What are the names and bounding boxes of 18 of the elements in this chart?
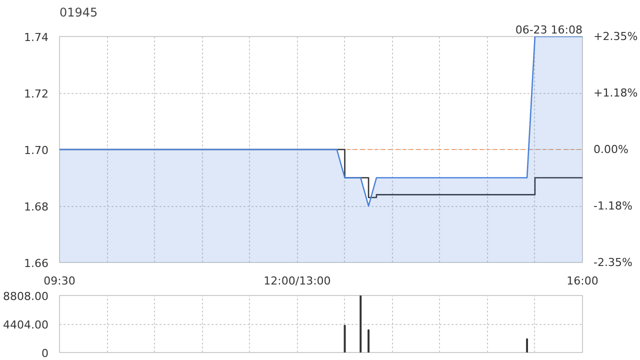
y-tick-label: 8808.00 [3,290,49,303]
y2-tick-label: -1.18% [594,200,632,213]
y2-tick-label: +2.35% [594,30,638,43]
text: 06-23 16:08 [515,24,583,36]
y-tick-label: 4404.00 [3,318,49,332]
y2-tick-label: +1.18% [594,86,638,100]
x-tick-label: 12:00/13:00 [264,274,331,288]
y-tick-label: 1.70 [24,144,49,157]
y-tick-label: 1.72 [24,88,49,100]
y2-tick-label: 0.00% [594,143,628,156]
y-tick-label: 1.74 [24,31,49,44]
y2-tick-label: -2.35% [594,256,632,269]
chart-title: 01945 [60,6,98,20]
y-tick-label: 1.68 [24,200,49,214]
y-tick-label: 0 [42,347,48,360]
x-tick-label: 09:30 [44,274,76,288]
x-tick-label: 16:00 [566,274,598,288]
y-tick-label: 1.66 [24,257,49,270]
